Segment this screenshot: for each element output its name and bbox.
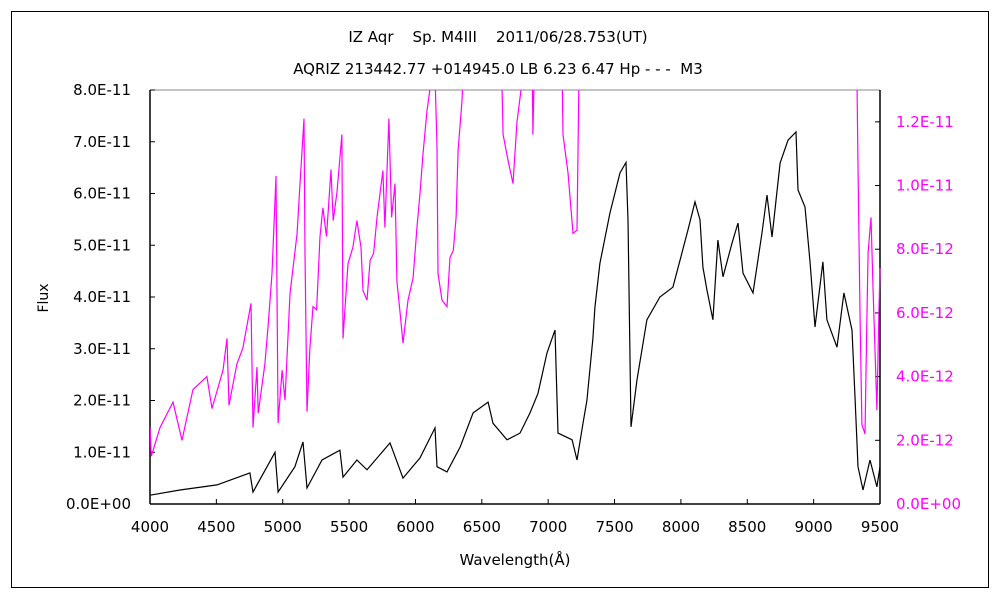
x-tick-label: 7500 (595, 518, 633, 536)
y-left-tick-label: 1.0E-11 (73, 443, 131, 461)
y-right-tick-label: 0.0E+00 (896, 495, 961, 513)
y-right-tick-label: 6.0E-12 (896, 304, 954, 322)
y-left-tick-label: 2.0E-11 (73, 392, 131, 410)
y-left-tick-label: 7.0E-11 (73, 133, 131, 151)
x-tick-label: 9500 (861, 518, 899, 536)
y-left-tick-label: 4.0E-11 (73, 288, 131, 306)
y-left-tick-label: 3.0E-11 (73, 340, 131, 358)
x-tick-label: 5000 (264, 518, 302, 536)
x-tick-label: 4500 (197, 518, 235, 536)
x-tick-label: 6500 (463, 518, 501, 536)
series-group (150, 90, 881, 496)
y-left-tick-label: 6.0E-11 (73, 185, 131, 203)
x-tick-label: 4000 (131, 518, 169, 536)
y-right-tick-label: 2.0E-12 (896, 431, 954, 449)
y-right-tick-label: 8.0E-12 (896, 240, 954, 258)
x-axis-label: Wavelength(Å) (460, 550, 571, 569)
x-tick-label: 6000 (396, 518, 434, 536)
y-right-tick-label: 4.0E-12 (896, 368, 954, 386)
x-tick-label: 8000 (662, 518, 700, 536)
y-left-tick-label: 5.0E-11 (73, 236, 131, 254)
x-tick-label: 9000 (795, 518, 833, 536)
chart-subtitle: AQRIZ 213442.77 +014945.0 LB 6.23 6.47 H… (293, 60, 703, 78)
x-tick-label: 5500 (330, 518, 368, 536)
y-left-tick-label: 8.0E-11 (73, 81, 131, 99)
flux-zoomed-series-line (150, 90, 881, 457)
y-left-tick-label: 0.0E+00 (66, 495, 131, 513)
y-axis-label: Flux (36, 283, 52, 312)
x-tick-label: 8500 (728, 518, 766, 536)
y-right-tick-label: 1.2E-11 (896, 113, 954, 131)
chart-title: IZ Aqr Sp. M4III 2011/06/28.753(UT) (348, 28, 647, 46)
axes: 4000 4500 5000 5500 6000 6500 7000 7500 8000 8500… (66, 81, 961, 536)
y-right-tick-label: 1.0E-11 (896, 177, 954, 195)
chart-frame (11, 11, 989, 588)
x-tick-label: 7000 (529, 518, 567, 536)
flux-series-line (150, 130, 881, 496)
